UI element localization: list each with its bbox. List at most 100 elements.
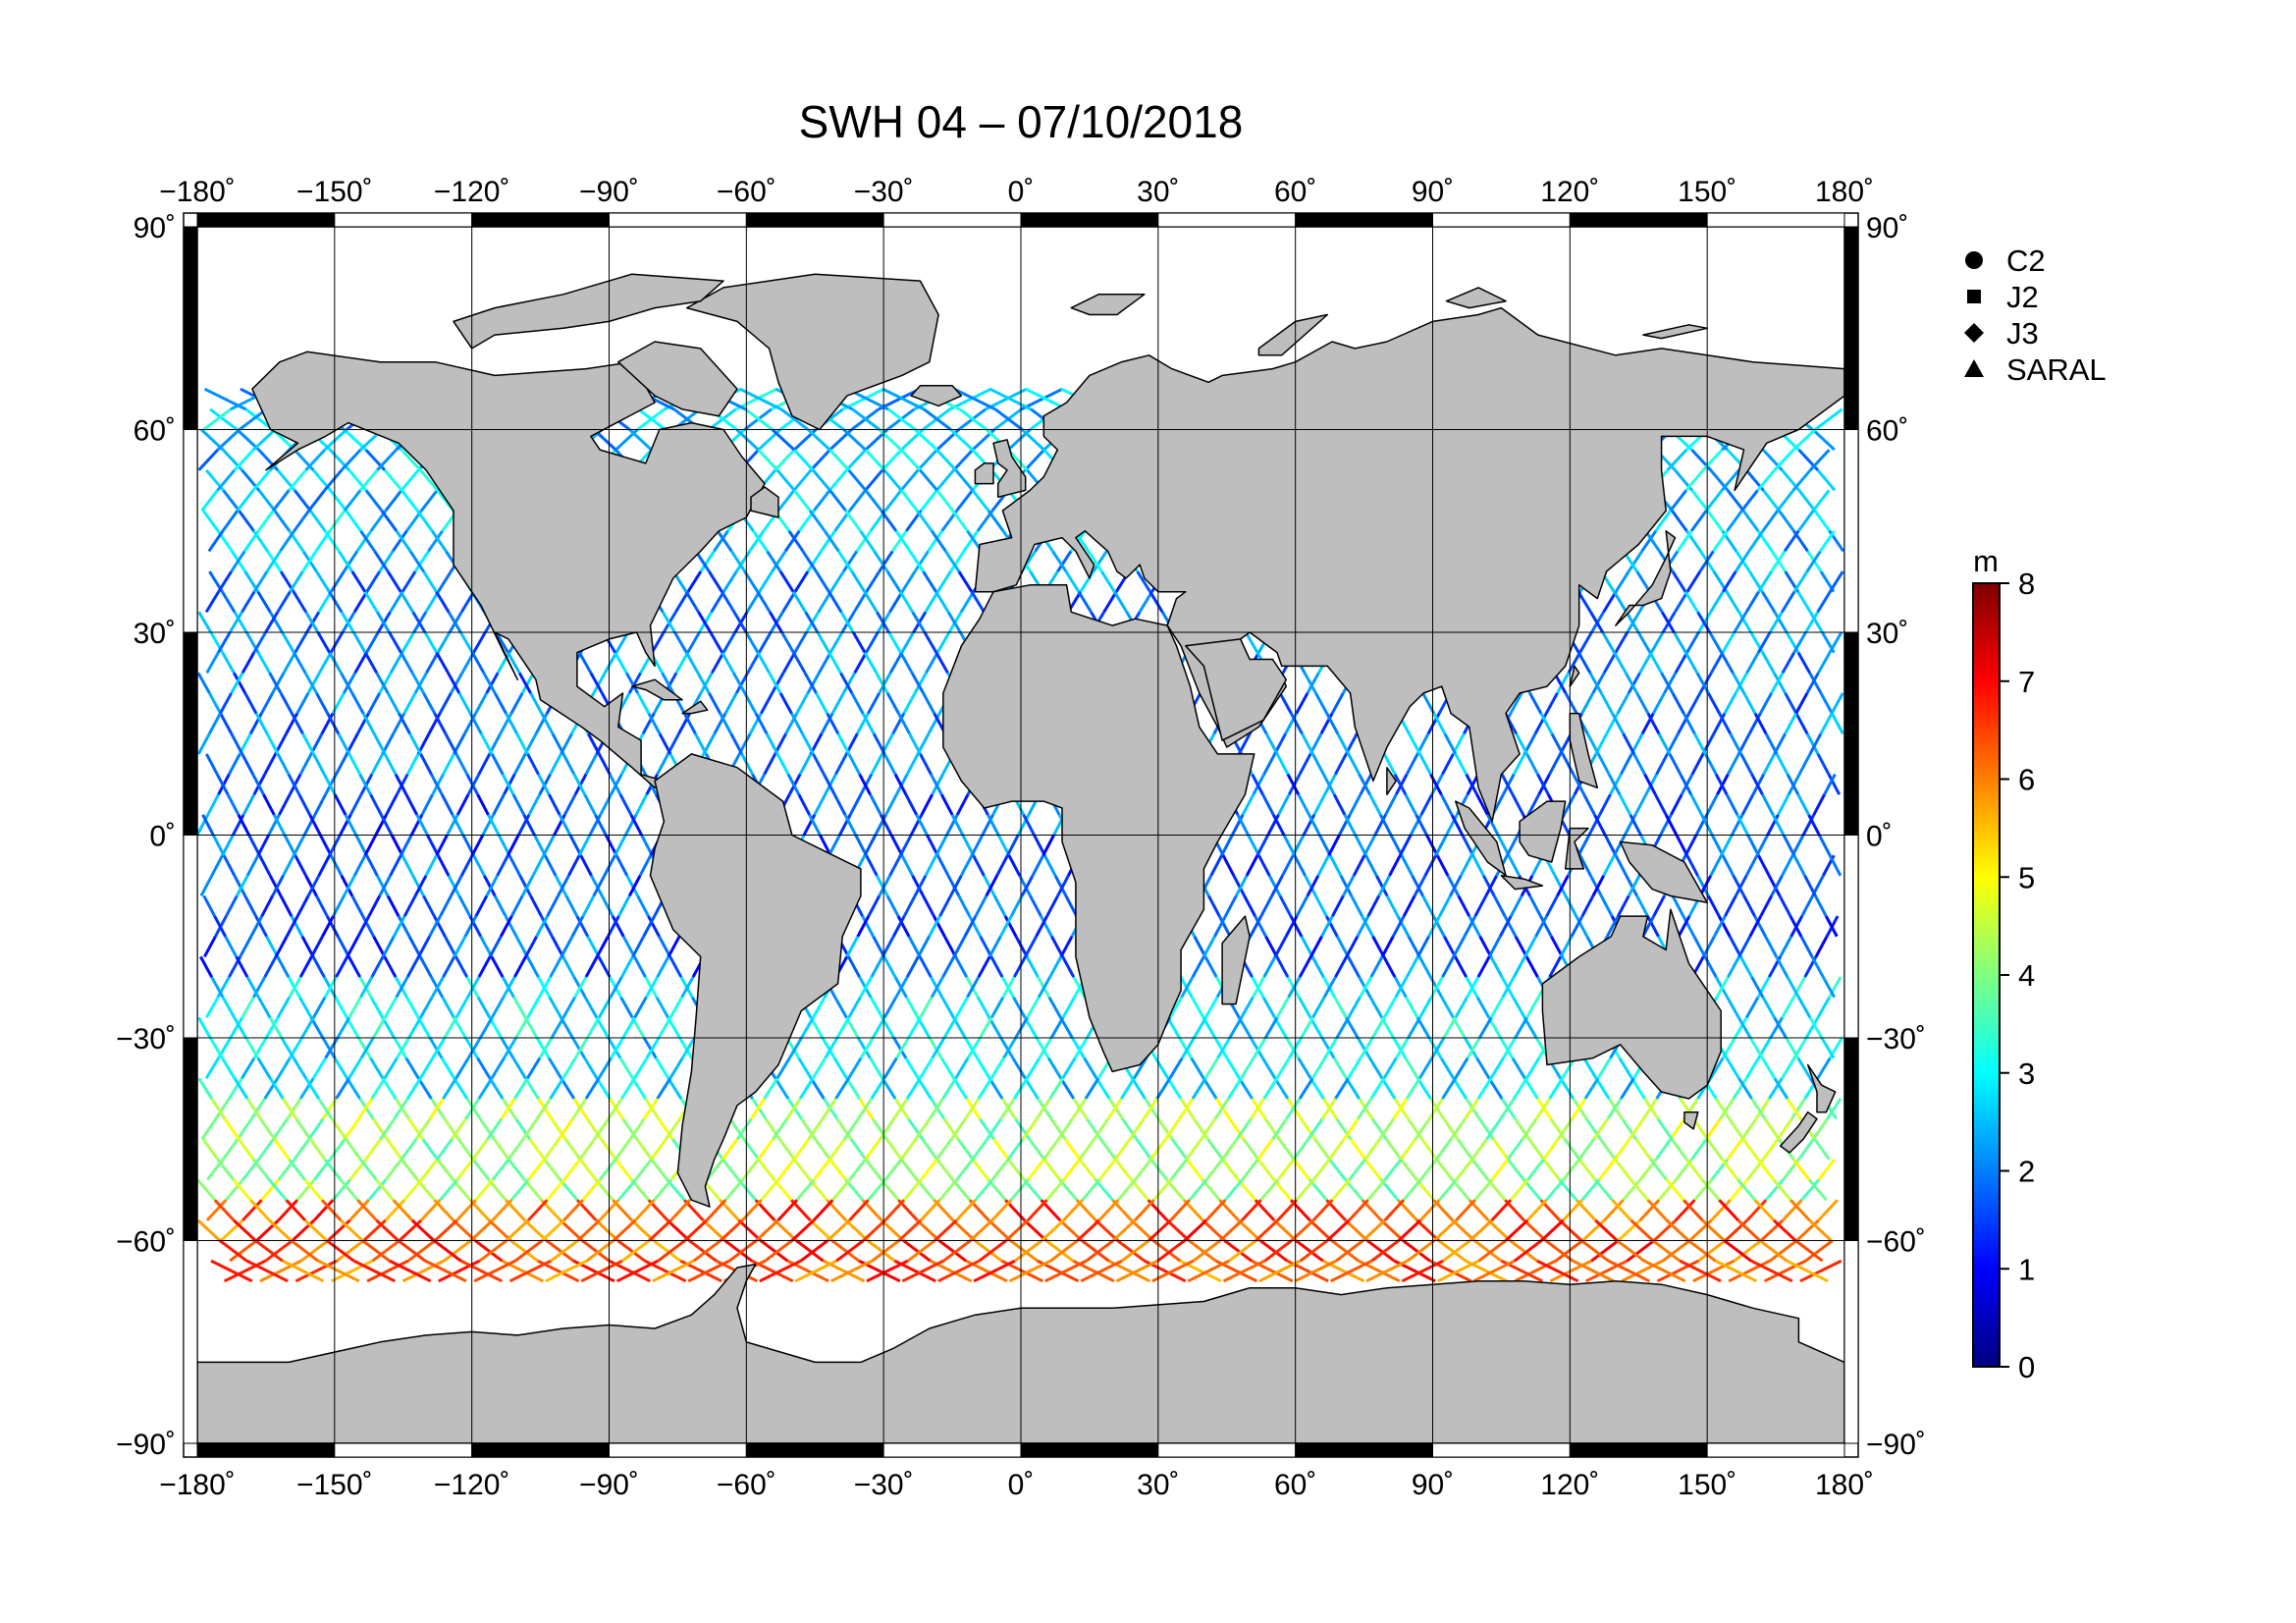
track-segment <box>1293 1158 1311 1181</box>
track-segment <box>1407 1117 1423 1141</box>
track-segment <box>1045 894 1059 917</box>
track-segment <box>1719 1098 1735 1120</box>
track-segment <box>1797 489 1816 513</box>
track-segment <box>1632 753 1646 776</box>
track-segment <box>236 1117 253 1141</box>
track-segment <box>852 590 868 614</box>
track-segment <box>433 915 447 938</box>
track-segment <box>939 1056 956 1080</box>
track-segment <box>1750 976 1765 999</box>
track-segment <box>953 387 996 411</box>
track-segment <box>230 672 244 694</box>
track-segment <box>793 631 808 654</box>
lat-tick-label-right: 90˚ <box>1866 212 1908 244</box>
track-segment <box>1389 834 1404 856</box>
track-segment <box>223 1259 267 1283</box>
track-segment <box>219 1239 248 1263</box>
track-segment <box>1782 1199 1803 1221</box>
track-segment <box>1779 936 1793 958</box>
track-segment <box>1812 489 1831 513</box>
track-segment <box>312 1199 335 1221</box>
track-segment <box>966 1037 982 1059</box>
track-segment <box>721 570 738 593</box>
lat-tick-label-right: −60˚ <box>1866 1226 1926 1259</box>
track-segment <box>1180 1037 1196 1059</box>
track-segment <box>1477 1117 1495 1141</box>
track-segment <box>1393 773 1408 795</box>
track-segment <box>799 1239 829 1263</box>
track-segment <box>276 1056 292 1080</box>
track-segment <box>1757 570 1773 593</box>
track-segment <box>828 1158 847 1181</box>
track-segment <box>272 1117 289 1141</box>
track-segment <box>680 1037 696 1059</box>
track-segment <box>908 550 925 572</box>
track-segment <box>883 489 903 513</box>
legend-square-icon <box>1967 290 1981 303</box>
track-segment <box>345 510 362 532</box>
track-segment <box>1413 875 1427 897</box>
track-segment <box>1300 936 1314 958</box>
track-segment <box>497 834 511 856</box>
track-segment <box>457 692 472 715</box>
track-segment <box>466 976 481 999</box>
track-segment <box>812 753 826 776</box>
track-segment <box>682 712 697 734</box>
track-segment <box>1764 1178 1785 1202</box>
track-segment <box>205 1199 228 1221</box>
track-segment <box>1690 1138 1708 1161</box>
track-segment <box>216 1158 236 1181</box>
track-segment <box>729 550 747 572</box>
lon-tick-label-bottom: 180˚ <box>1815 1469 1874 1501</box>
track-segment <box>458 631 474 654</box>
track-segment <box>400 834 413 856</box>
track-segment <box>922 692 936 715</box>
track-segment <box>378 672 393 694</box>
track-segment <box>1796 651 1811 675</box>
track-segment <box>546 894 560 917</box>
track-segment <box>1499 1098 1516 1120</box>
track-segment <box>303 672 318 694</box>
track-segment <box>1073 1037 1089 1059</box>
track-segment <box>384 489 403 513</box>
track-segment <box>1112 1218 1137 1242</box>
track-segment <box>869 1056 884 1080</box>
track-segment <box>1263 1117 1281 1141</box>
track-segment <box>272 814 287 837</box>
track-segment <box>1475 1056 1491 1080</box>
landmass-japan <box>1615 530 1677 626</box>
track-segment <box>1383 1158 1403 1181</box>
track-segment <box>1450 814 1465 837</box>
track-segment <box>917 936 931 958</box>
track-segment <box>543 1138 561 1161</box>
track-segment <box>1297 1056 1312 1080</box>
track-segment <box>511 1056 527 1080</box>
track-segment <box>636 692 651 715</box>
track-segment <box>1259 894 1273 917</box>
track-segment <box>1331 1178 1351 1202</box>
track-segment <box>1794 1239 1824 1263</box>
track-segment <box>547 1056 563 1080</box>
track-segment <box>441 996 455 1019</box>
track-segment <box>859 1037 875 1059</box>
track-segment <box>537 773 551 795</box>
track-segment <box>423 631 439 654</box>
track-segment <box>813 489 831 513</box>
track-segment <box>615 1259 660 1283</box>
track-segment <box>1506 1138 1524 1161</box>
track-segment <box>259 1117 276 1141</box>
track-segment <box>209 407 239 431</box>
track-segment <box>509 894 524 917</box>
track-segment <box>1710 834 1725 856</box>
track-segment <box>1078 1138 1095 1161</box>
track-segment <box>668 996 683 1019</box>
track-segment <box>1536 773 1550 795</box>
track-segment <box>845 936 860 958</box>
track-segment <box>899 834 913 856</box>
track-segment <box>1810 955 1825 978</box>
track-segment <box>657 1239 686 1263</box>
track-segment <box>839 611 855 633</box>
track-segment <box>678 1037 693 1059</box>
track-segment <box>1644 529 1661 553</box>
track-segment <box>1277 793 1291 816</box>
